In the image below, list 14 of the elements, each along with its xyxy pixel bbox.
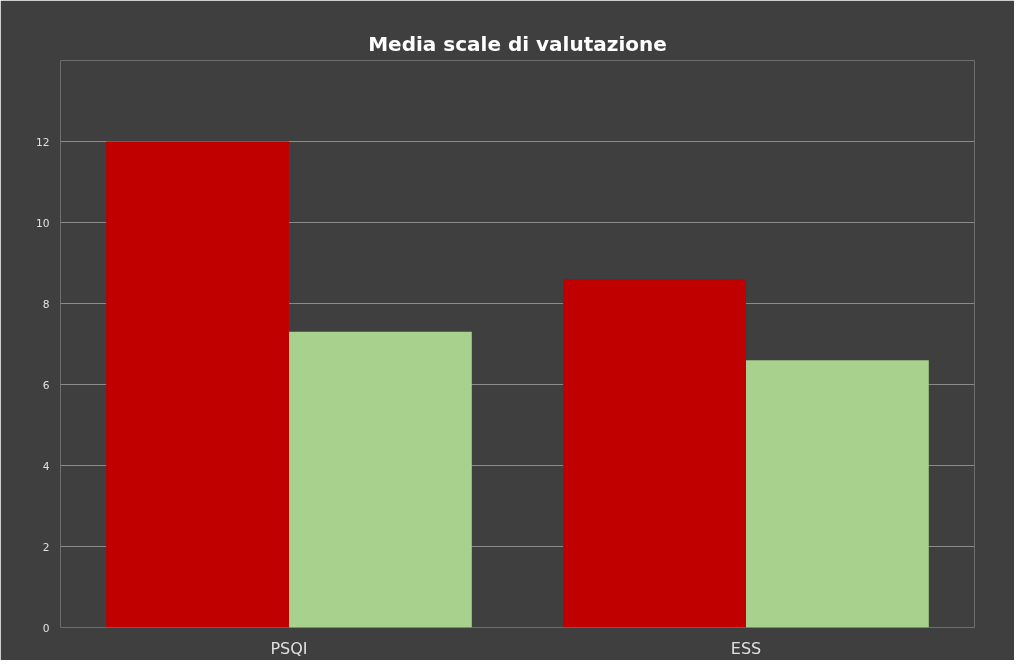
y-tick-label: 2 [42, 540, 50, 554]
bar [746, 360, 929, 628]
y-tick-label: 0 [42, 621, 50, 635]
x-tick-label: PSQI [270, 638, 308, 658]
bar [106, 141, 289, 628]
y-tick-label: 4 [42, 459, 50, 473]
x-tick-label: ESS [730, 638, 762, 658]
y-tick-label: 10 [35, 216, 50, 230]
bar [289, 331, 472, 628]
y-tick-label: 6 [42, 378, 50, 392]
y-tick-label: 12 [35, 135, 50, 149]
bar [563, 279, 746, 628]
y-tick-label: 8 [42, 297, 50, 311]
chart-title: Media scale di valutazione [368, 31, 667, 56]
